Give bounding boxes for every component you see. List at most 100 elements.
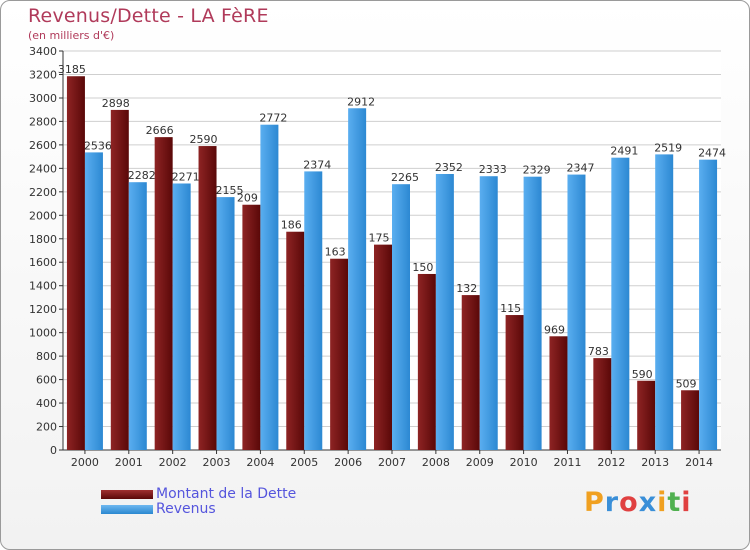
y-tick-label: 3200 [29,68,57,81]
bar-debt [417,273,436,450]
bar-debt [66,76,85,450]
x-tick-label: 2013 [641,456,669,469]
bar-debt [681,390,700,450]
data-label-debt: 2666 [146,124,174,137]
logo-letter: o [619,487,639,518]
bar-debt [549,336,568,450]
bar-debt [286,231,305,450]
x-tick-label: 2009 [466,456,494,469]
bar-revenue [435,173,454,450]
bar-debt [374,244,392,450]
legend-swatch-debt [101,490,153,499]
bar-revenue [304,171,323,450]
data-label-debt: 2898 [102,97,130,110]
y-tick-label: 2400 [29,162,57,175]
data-label-revenue: 2333 [479,163,507,176]
logo-letter: P [584,487,605,518]
bar-debt [110,109,129,450]
y-tick-label: 2200 [29,186,57,199]
bar-revenue [84,152,103,450]
data-label-debt: 115 [500,302,521,315]
chart-subtitle: (en milliers d'€) [28,29,115,42]
bar-debt [154,137,173,450]
data-label-debt: 186 [281,219,302,232]
data-label-debt: 783 [588,345,609,358]
data-label-debt: 209 [237,192,258,205]
data-label-revenue: 2265 [391,171,419,184]
data-label-debt: 150 [412,261,433,274]
bar-debt [461,295,480,450]
x-tick-label: 2002 [159,456,187,469]
legend-label-revenue: Revenus [156,501,216,517]
legend-label-debt: Montant de la Dette [156,486,297,502]
bar-revenue [699,159,718,450]
y-tick-label: 1600 [29,256,57,269]
logo-letter: r [604,487,620,518]
x-tick-label: 2001 [115,456,143,469]
y-tick-label: 1800 [29,233,57,246]
y-tick-label: 800 [36,350,57,363]
y-tick-label: 2600 [29,139,57,152]
y-tick-label: 1000 [29,327,57,340]
x-tick-label: 2007 [378,456,406,469]
logo-letter: x [638,487,658,518]
bar-debt [505,315,524,450]
data-label-debt: 2590 [190,133,218,146]
bar-debt [198,146,217,450]
bar-revenue [260,124,279,451]
bar-debt [330,258,349,450]
x-tick-label: 2012 [597,456,625,469]
data-label-debt: 175 [369,232,390,245]
data-label-debt: 132 [456,282,477,295]
bar-debt [593,358,612,450]
data-label-revenue: 2536 [84,139,112,152]
data-label-revenue: 2271 [172,170,200,183]
bar-revenue [216,197,235,450]
x-tick-label: 2004 [246,456,274,469]
logo-letter: i [657,487,668,518]
data-label-revenue: 2491 [610,145,638,158]
bar-revenue [655,154,674,450]
data-label-revenue: 2912 [347,95,375,108]
y-tick-label: 1400 [29,280,57,293]
bar-revenue [392,184,410,450]
logo-letter: i [681,487,692,518]
x-tick-label: 2006 [334,456,362,469]
chart-title: Revenus/Dette - LA FèRE [28,5,269,27]
x-tick-label: 2008 [422,456,450,469]
y-tick-label: 600 [36,374,57,387]
x-tick-label: 2003 [203,456,231,469]
x-tick-label: 2010 [510,456,538,469]
bar-revenue [611,157,630,450]
data-label-debt: 163 [325,246,346,259]
data-label-revenue: 2282 [128,169,156,182]
data-label-revenue: 2155 [216,184,244,197]
bar-revenue [567,174,586,451]
y-tick-label: 200 [36,421,57,434]
bar-revenue [128,182,147,450]
bar-revenue [479,176,498,451]
data-label-debt: 3185 [58,63,86,76]
legend-swatch-revenue [101,505,153,514]
y-tick-label: 0 [50,444,57,457]
bar-revenue [348,108,367,450]
data-label-debt: 590 [632,368,653,381]
data-label-debt: 509 [676,377,697,390]
data-label-debt: 969 [544,323,565,336]
data-label-revenue: 2329 [523,164,551,177]
x-tick-label: 2014 [685,456,713,469]
logo-letter: t [667,487,682,518]
y-tick-label: 3400 [29,45,57,58]
bar-revenue [523,176,542,450]
proxiti-logo: Proxiti [584,487,692,518]
data-label-revenue: 2474 [698,147,726,160]
data-label-revenue: 2374 [303,158,331,171]
bar-debt [242,204,261,450]
y-tick-label: 2000 [29,209,57,222]
data-label-revenue: 2772 [259,112,287,125]
data-label-revenue: 2519 [654,141,682,154]
x-tick-label: 2011 [553,456,581,469]
bar-revenue [172,183,191,451]
